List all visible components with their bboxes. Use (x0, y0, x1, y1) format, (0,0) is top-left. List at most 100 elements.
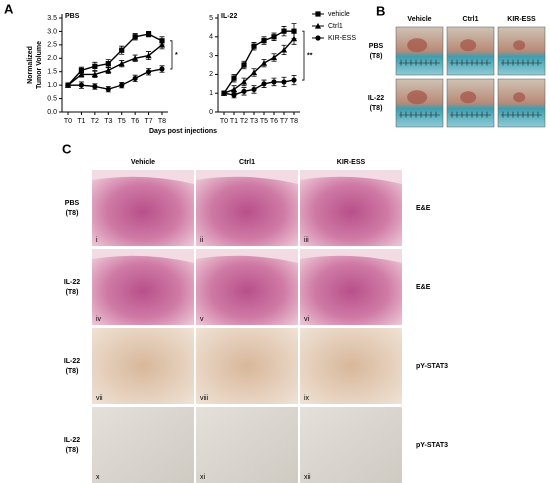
marker (158, 41, 166, 48)
x-tick-label: T1 (230, 118, 238, 125)
x-tick-label: T5 (260, 118, 268, 125)
tissue-edge (196, 170, 298, 184)
ruler (450, 111, 491, 118)
marker (281, 79, 287, 85)
tissue-edge (196, 249, 298, 263)
marker (78, 67, 85, 73)
y-tick-label: 4 (209, 34, 213, 41)
row-label: PBS (369, 43, 384, 50)
axis (217, 14, 300, 113)
panel-numeral: x (96, 474, 100, 481)
y-tick-label: 3.5 (47, 15, 57, 22)
x-tick-label: T8 (290, 118, 298, 125)
marker (132, 75, 138, 82)
tumor (513, 40, 526, 51)
panel-label: A (4, 1, 14, 16)
panel-numeral: iii (304, 237, 309, 244)
marker (251, 86, 257, 93)
legend-label: vehicle (328, 11, 350, 18)
row-label: (T8) (66, 289, 79, 296)
y-tick-label: 3.0 (47, 28, 57, 35)
panel-numeral: ix (304, 395, 310, 402)
marker (132, 55, 139, 61)
series-line (223, 38, 295, 94)
tissue-edge (300, 249, 402, 263)
micrograph (92, 249, 194, 325)
column-header: Ctrl1 (463, 16, 479, 23)
x-tick-label: T0 (220, 118, 228, 125)
marker (231, 92, 237, 98)
marker (271, 34, 277, 40)
significance: * (175, 52, 178, 59)
chart-title: IL-22 (221, 13, 237, 20)
ruler (399, 59, 440, 66)
legend-label: Ctrl1 (328, 23, 343, 30)
row-label: (T8) (66, 210, 79, 217)
x-tick-label: T6 (270, 118, 278, 125)
column-header: Vehicle (131, 159, 155, 166)
row-label: IL-22 (64, 279, 80, 286)
micrograph (92, 170, 194, 246)
panel-label: B (376, 3, 385, 18)
tumor (407, 38, 428, 53)
marker (118, 60, 125, 67)
x-tick-label: T1 (77, 118, 85, 125)
panel-numeral: xii (304, 474, 311, 481)
marker (119, 82, 125, 88)
x-tick-label: T3 (250, 118, 258, 125)
significance: ** (307, 52, 313, 59)
x-tick-label: T0 (64, 118, 72, 125)
marker (65, 82, 71, 88)
y-tick-label: 2.5 (47, 42, 57, 49)
panel-numeral: i (96, 237, 98, 244)
stain-label: pY-STAT3 (416, 363, 448, 370)
marker (231, 75, 237, 81)
x-tick-label: T2 (91, 118, 99, 125)
marker (119, 47, 125, 53)
stain-label: E&E (416, 284, 431, 291)
marker (241, 88, 247, 94)
marker (78, 71, 85, 77)
x-tick-label: T2 (240, 118, 248, 125)
panel-numeral: vi (304, 316, 310, 323)
marker (230, 86, 238, 93)
tissue-edge (300, 170, 402, 184)
marker (314, 22, 322, 29)
x-tick-label: T8 (158, 118, 166, 125)
panel-numeral: ii (200, 237, 204, 244)
row-label: IL-22 (64, 358, 80, 365)
y-tick-label: 3 (209, 52, 213, 59)
bracket (302, 30, 305, 81)
column-header: Vehicle (407, 16, 431, 23)
micrograph (92, 407, 194, 483)
row-label: IL-22 (368, 95, 384, 102)
marker (315, 11, 321, 17)
marker (240, 78, 248, 85)
micrograph (300, 249, 402, 325)
marker (281, 28, 287, 34)
bracket (170, 40, 173, 70)
micrograph (196, 170, 298, 246)
x-tick-label: T6 (131, 118, 139, 125)
y-tick-label: 2.0 (47, 55, 57, 62)
stain-label: E&E (416, 205, 431, 212)
micrograph (300, 407, 402, 483)
y-tick-label: 5 (209, 15, 213, 22)
y-tick-label: 2 (209, 71, 213, 78)
figure-body: 0.00.51.01.52.02.53.03.5T0 T1 T2 T3 T5 T6 T7 T8… (27, 11, 546, 483)
panel-numeral: vii (96, 395, 103, 402)
photo (497, 78, 546, 128)
row-label: (T8) (66, 368, 79, 375)
marker (270, 54, 278, 61)
ruler (501, 59, 542, 66)
x-tick-label: T7 (280, 118, 288, 125)
marker (261, 81, 267, 87)
y-tick-label: 1 (209, 90, 213, 97)
tumor (460, 39, 477, 52)
axis (61, 14, 168, 113)
row-label: (T8) (66, 447, 79, 454)
marker (221, 90, 227, 96)
marker (132, 34, 138, 40)
marker (315, 35, 321, 41)
marker (105, 86, 111, 92)
